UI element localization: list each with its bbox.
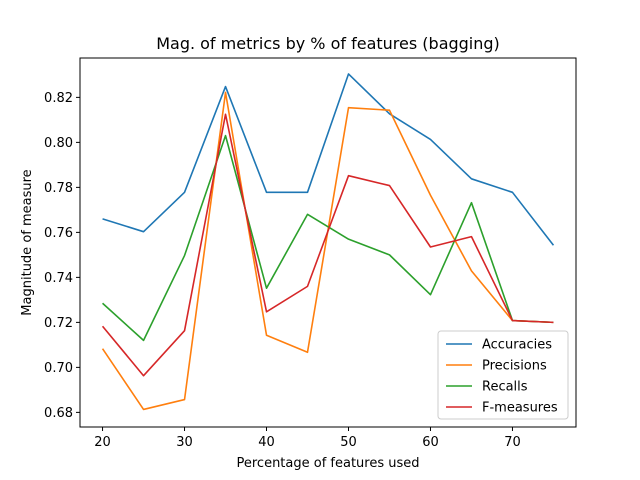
x-tick-label: 20 (94, 435, 111, 450)
legend-label: F-measures (482, 401, 558, 416)
y-tick-label: 0.76 (44, 226, 73, 241)
y-axis: 0.68 0.70 0.72 0.74 0.76 0.78 0.80 0.82 (44, 91, 80, 421)
y-tick-label: 0.74 (44, 271, 73, 286)
y-tick-label: 0.80 (44, 136, 73, 151)
series-line-accuracies (102, 73, 555, 246)
x-tick-label: 40 (258, 435, 275, 450)
x-tick-label: 50 (340, 435, 357, 450)
series-line-f-measures (101, 113, 554, 377)
y-tick-label: 0.72 (44, 316, 73, 331)
legend-label: Recalls (482, 380, 528, 395)
y-axis-label: Magnitude of measure (20, 169, 35, 315)
plot-area-frame (79, 57, 577, 428)
series-layer (101, 73, 555, 411)
y-tick-label: 0.70 (44, 361, 73, 376)
x-tick-label: 70 (504, 435, 521, 450)
y-tick-label: 0.78 (44, 181, 73, 196)
legend: Accuracies Precisions Recalls F-measures (437, 330, 569, 420)
legend-box (437, 330, 569, 420)
x-tick-label: 30 (176, 435, 193, 450)
y-tick-label: 0.82 (44, 91, 73, 106)
legend-label: Precisions (482, 359, 547, 374)
x-axis-label: Percentage of features used (236, 456, 419, 471)
x-axis: 20 30 40 50 60 70 (94, 427, 521, 450)
series-line-recalls (102, 134, 554, 342)
x-tick-label: 60 (422, 435, 439, 450)
chart-title: Mag. of metrics by % of features (baggin… (156, 34, 500, 53)
y-tick-label: 0.68 (44, 406, 73, 421)
legend-label: Accuracies (482, 338, 552, 353)
